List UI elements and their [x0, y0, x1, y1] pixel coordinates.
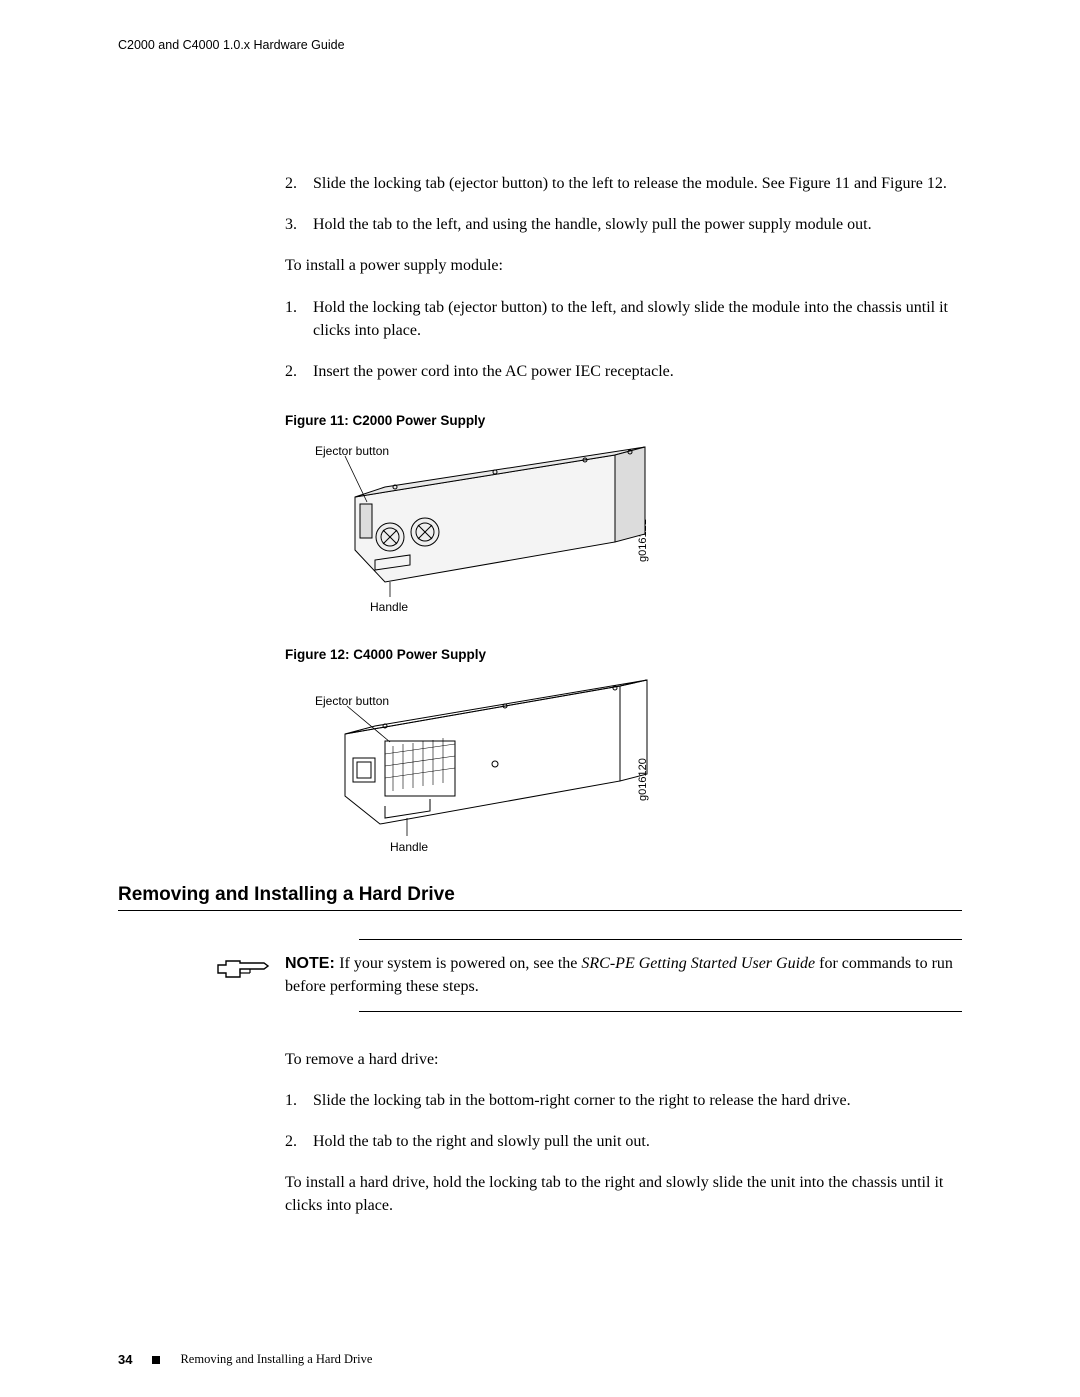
section-heading: Removing and Installing a Hard Drive — [118, 884, 962, 906]
list-text: Insert the power cord into the AC power … — [313, 360, 962, 383]
footer-section-title: Removing and Installing a Hard Drive — [180, 1352, 372, 1367]
list-text: Hold the tab to the right and slowly pul… — [313, 1130, 962, 1153]
install-hd-text: To install a hard drive, hold the lockin… — [285, 1171, 962, 1217]
list-marker: 3. — [285, 213, 313, 236]
list-text: Slide the locking tab (ejector button) t… — [313, 172, 962, 195]
figure-12: Ejector button Handle g016120 — [285, 676, 962, 856]
page-footer: 34 Removing and Installing a Hard Drive — [118, 1352, 372, 1367]
page-number: 34 — [118, 1352, 132, 1367]
note-divider — [359, 1011, 962, 1012]
list-item: 2. Insert the power cord into the AC pow… — [285, 360, 962, 383]
section-divider — [118, 910, 962, 911]
note-block: NOTE: If your system is powered on, see … — [118, 939, 962, 1011]
list-text: Slide the locking tab in the bottom-righ… — [313, 1089, 962, 1112]
footer-square-icon — [152, 1356, 160, 1364]
install-lead: To install a power supply module: — [285, 254, 962, 277]
figure-11: Ejector button Handle g016121 — [285, 442, 962, 617]
list-item: 2. Slide the locking tab (ejector button… — [285, 172, 962, 195]
list-marker: 2. — [285, 172, 313, 195]
note-label: NOTE: — [285, 955, 339, 972]
list-item: 1. Hold the locking tab (ejector button)… — [285, 296, 962, 342]
list-item: 2. Hold the tab to the right and slowly … — [285, 1130, 962, 1153]
figure-caption: Figure 12: C4000 Power Supply — [285, 647, 962, 662]
list-item: 1. Slide the locking tab in the bottom-r… — [285, 1089, 962, 1112]
steps-hard-drive: To remove a hard drive: 1. Slide the loc… — [285, 1048, 962, 1218]
steps-remove-psu: 2. Slide the locking tab (ejector button… — [285, 172, 962, 856]
list-marker: 1. — [285, 1089, 313, 1112]
note-text: NOTE: If your system is powered on, see … — [285, 952, 962, 998]
remove-lead: To remove a hard drive: — [285, 1048, 962, 1071]
list-marker: 2. — [285, 360, 313, 383]
list-item: 3. Hold the tab to the left, and using t… — [285, 213, 962, 236]
note-divider — [359, 939, 962, 940]
page-header: C2000 and C4000 1.0.x Hardware Guide — [118, 38, 962, 52]
list-text: Hold the tab to the left, and using the … — [313, 213, 962, 236]
list-marker: 2. — [285, 1130, 313, 1153]
power-supply-diagram-icon — [285, 442, 665, 617]
note-italic: SRC-PE Getting Started User Guide — [581, 955, 815, 972]
figure-caption: Figure 11: C2000 Power Supply — [285, 413, 962, 428]
list-marker: 1. — [285, 296, 313, 342]
note-pre: If your system is powered on, see the — [339, 955, 581, 972]
hand-pointing-icon — [216, 957, 271, 986]
power-supply-diagram-icon — [285, 676, 665, 856]
list-text: Hold the locking tab (ejector button) to… — [313, 296, 962, 342]
